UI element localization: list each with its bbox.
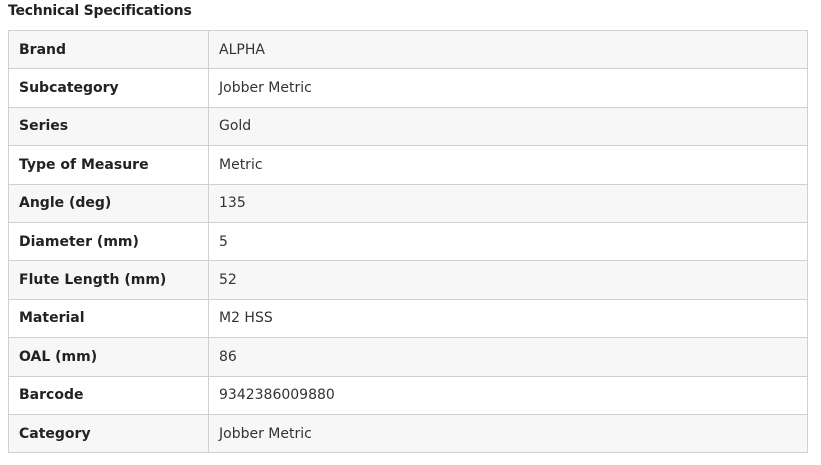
spec-value: M2 HSS	[208, 298, 808, 339]
table-row: Diameter (mm) 5	[8, 221, 808, 262]
spec-value: 9342386009880	[208, 375, 808, 415]
spec-label: OAL (mm)	[8, 337, 209, 377]
spec-label: Angle (deg)	[8, 183, 209, 223]
spec-label: Subcategory	[8, 68, 209, 108]
spec-value: 135	[208, 183, 808, 223]
spec-value: 5	[208, 221, 808, 262]
spec-value: ALPHA	[208, 29, 808, 70]
table-row: OAL (mm) 86	[8, 337, 808, 377]
spec-value: 86	[208, 337, 808, 377]
spec-value: Metric	[208, 145, 808, 185]
table-row: Category Jobber Metric	[8, 413, 808, 454]
table-row: Barcode 9342386009880	[8, 375, 808, 415]
spec-label: Brand	[8, 29, 209, 70]
table-row: Subcategory Jobber Metric	[8, 68, 808, 108]
table-row: Brand ALPHA	[8, 29, 808, 70]
table-row: Material M2 HSS	[8, 298, 808, 339]
spec-label: Type of Measure	[8, 145, 209, 185]
table-row: Flute Length (mm) 52	[8, 260, 808, 300]
spec-value: 52	[208, 260, 808, 300]
spec-label: Series	[8, 106, 209, 147]
spec-label: Material	[8, 298, 209, 339]
section-title: Technical Specifications	[8, 3, 192, 19]
spec-value: Jobber Metric	[208, 68, 808, 108]
spec-label: Flute Length (mm)	[8, 260, 209, 300]
table-row: Series Gold	[8, 106, 808, 147]
spec-label: Diameter (mm)	[8, 221, 209, 262]
spec-label: Category	[8, 413, 209, 454]
spec-value: Gold	[208, 106, 808, 147]
specs-table: Brand ALPHA Subcategory Jobber Metric Series…	[8, 29, 808, 454]
spec-label: Barcode	[8, 375, 209, 415]
table-row: Angle (deg) 135	[8, 183, 808, 223]
spec-value: Jobber Metric	[208, 413, 808, 454]
table-row: Type of Measure Metric	[8, 145, 808, 185]
